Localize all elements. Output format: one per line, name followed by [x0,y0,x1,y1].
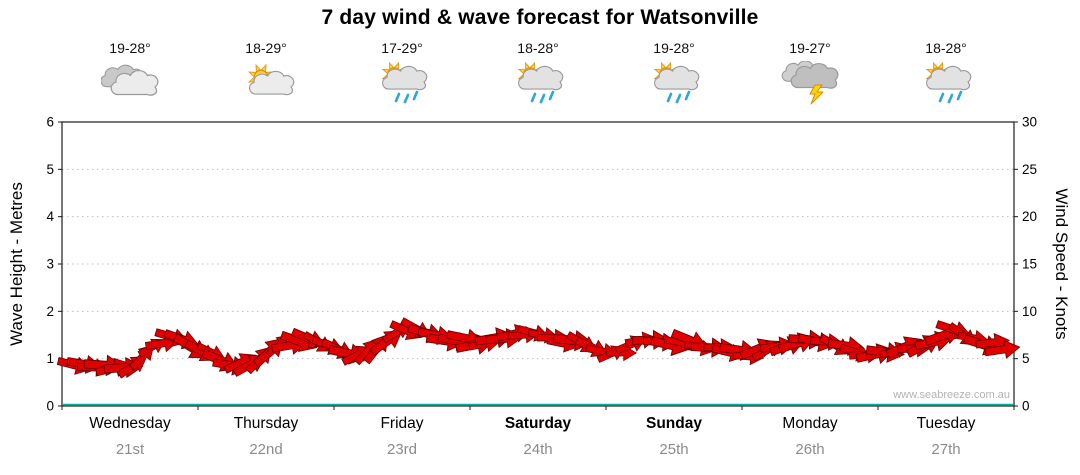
day-label: Tuesday [916,415,976,432]
temperature-range: 18-29° [245,40,287,56]
temperature-range: 18-28° [925,40,967,56]
partly-cloudy-icon [206,61,326,105]
date-label: 23rd [386,441,418,458]
svg-text:3: 3 [46,257,54,272]
day-label: Saturday [504,415,572,432]
thunderstorm-icon [750,60,870,105]
sun-showers-icon [614,61,734,105]
sun-showers-icon [478,61,598,105]
day-header-saturday: 18-28° [478,40,598,105]
date-label: 27th [931,441,961,458]
day-header-friday: 17-29° [342,40,462,105]
day-label: Thursday [233,415,299,432]
svg-text:5: 5 [1022,351,1030,366]
day-label: Wednesday [89,415,171,432]
temperature-range: 19-28° [653,40,695,56]
day-header-monday: 19-27° [750,40,870,105]
date-label: 22nd [249,441,283,458]
svg-text:30: 30 [1022,115,1037,130]
temperature-range: 18-28° [517,40,559,56]
date-label: 25th [659,441,689,458]
svg-text:10: 10 [1022,304,1037,319]
sun-showers-icon [886,61,1006,105]
day-header-thursday: 18-29° [206,40,326,105]
svg-text:20: 20 [1022,209,1037,224]
day-label: Sunday [646,415,702,432]
cloudy-icon [70,61,190,105]
svg-text:6: 6 [46,115,54,130]
day-label: Friday [380,415,424,432]
svg-text:15: 15 [1022,257,1037,272]
date-label: 26th [795,441,825,458]
day-label: Monday [782,415,838,432]
watermark: www.seabreeze.com.au [893,389,1010,401]
day-header-sunday: 19-28° [614,40,734,105]
svg-text:5: 5 [46,162,54,177]
wind-arrows [56,317,1021,379]
svg-text:0: 0 [46,399,54,414]
svg-text:4: 4 [46,209,54,224]
temperature-range: 17-29° [381,40,423,56]
day-header-wednesday: 19-28° [70,40,190,105]
date-label: 21st [115,441,145,458]
temperature-range: 19-27° [789,40,831,56]
chart-title: 7 day wind & wave forecast for Watsonvil… [321,6,759,29]
date-label: 24th [523,441,553,458]
day-header-tuesday: 18-28° [886,40,1006,105]
temperature-range: 19-28° [109,40,151,56]
svg-text:0: 0 [1022,399,1030,414]
svg-text:25: 25 [1022,162,1037,177]
sun-showers-icon [342,61,462,105]
svg-text:1: 1 [46,351,54,366]
svg-text:2: 2 [46,304,54,319]
